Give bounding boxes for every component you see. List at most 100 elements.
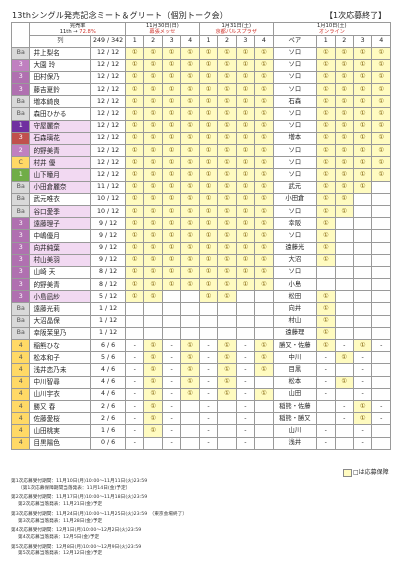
slot-cell: ① [143, 412, 163, 426]
slot-cell: ① [143, 375, 163, 389]
slot-cell: ① [334, 83, 354, 97]
slot-cell: ① [198, 95, 219, 109]
slot-cell: ① [217, 265, 237, 280]
slot-cell: ① [254, 70, 274, 85]
slot-cell: ① [180, 338, 200, 353]
slot-cell: ① [161, 204, 182, 219]
pair-cell: 目黒 [272, 363, 318, 377]
slot-cell: - [316, 363, 336, 377]
slot-header: 4 [371, 35, 391, 48]
slot-cell [334, 424, 354, 438]
table-row: Ba 谷口愛季 10 / 12 ① ① ① ① ① ① ① ① ソロ ① ① [10, 204, 391, 219]
slot-cell [334, 387, 354, 401]
pair-cell: ソロ [272, 70, 318, 85]
slot-cell: ① [235, 180, 256, 194]
slot-cell: ① [143, 351, 163, 365]
slot-cell: ① [254, 156, 274, 170]
slot-cell: ① [254, 119, 274, 133]
slot-cell: - [352, 363, 373, 377]
slot-cell [235, 290, 256, 304]
slot-cell: ① [198, 107, 219, 121]
slot-cell: ① [217, 387, 237, 401]
pair-cell: ソロ [272, 229, 318, 243]
notes: 第1次応募受付期間：11月10日(月)10:00〜11月11日(火)23:59 （… [11, 479, 391, 558]
member-name: 谷口愛季 [29, 204, 92, 219]
table-row: Ba 森田ひかる 12 / 12 ① ① ① ① ① ① ① ① ソロ ① ① ① ① [10, 107, 391, 121]
slot-cell [217, 412, 237, 426]
slot-cell [316, 399, 336, 414]
slot-cell: ① [316, 119, 336, 133]
member-name: 石森璃花 [29, 131, 92, 146]
slot-cell: - [198, 424, 219, 438]
pair-cell: ソロ [272, 58, 318, 72]
slot-cell [371, 363, 391, 377]
slot-cell: ① [198, 253, 219, 267]
gen-cell: 3 [10, 70, 31, 85]
slot-cell: - [124, 424, 145, 438]
slot-cell: ① [124, 107, 145, 121]
slot-cell: - [161, 387, 182, 401]
slot-cell: ① [217, 143, 237, 158]
slot-cell [334, 436, 354, 450]
slot-cell: ① [334, 204, 354, 219]
pair-cell: 遠藤理 [272, 326, 318, 341]
slot-cell [334, 265, 354, 280]
slot-cell: - [316, 387, 336, 401]
slot-cell [371, 253, 391, 267]
slot-cell: ① [217, 131, 237, 146]
slot-cell: ① [143, 265, 163, 280]
slot-cell: - [371, 399, 391, 414]
table-row: Ba 幸阪茉里乃 1 / 12 遠藤理 ① [10, 326, 391, 341]
slot-cell: ① [143, 46, 163, 60]
slot-cell: ① [316, 131, 336, 146]
slot-cell [180, 290, 200, 304]
gen-cell: 3 [10, 229, 31, 243]
slot-cell: ① [143, 241, 163, 255]
member-name: 田村保乃 [29, 70, 92, 85]
slot-cell: ① [352, 412, 373, 426]
sold-count: 9 / 12 [90, 253, 126, 267]
slot-cell: ① [143, 290, 163, 304]
slot-cell [371, 290, 391, 304]
slot-cell: ① [198, 229, 219, 243]
gen-header [10, 22, 31, 48]
slot-cell [371, 278, 391, 292]
slot-cell [334, 278, 354, 292]
slot-cell: - [161, 363, 182, 377]
member-name: 山田桃実 [29, 424, 92, 438]
slot-cell: ① [217, 192, 237, 206]
table-row: Ba 武元唯衣 10 / 12 ① ① ① ① ① ① ① ① 小田倉 ① ① [10, 192, 391, 206]
slot-cell: ① [143, 58, 163, 72]
slot-cell: ① [180, 58, 200, 72]
slot-cell: ① [180, 83, 200, 97]
slot-cell: - [235, 424, 256, 438]
slot-cell: ① [143, 70, 163, 85]
sold-count: 8 / 12 [90, 265, 126, 280]
slot-cell: ① [180, 46, 200, 60]
slot-cell: ① [254, 168, 274, 182]
member-name: 松本和子 [29, 351, 92, 365]
sold-count: 5 / 12 [90, 290, 126, 304]
slot-cell: ① [316, 70, 336, 85]
slot-cell: ① [180, 363, 200, 377]
slot-cell: ① [316, 290, 336, 304]
table-row: 3 遠藤理子 9 / 12 ① ① ① ① ① ① ① ① 幸阪 ① [10, 217, 391, 231]
sold-count: 10 / 12 [90, 204, 126, 219]
slot-cell [334, 241, 354, 255]
slot-header: 1 [124, 35, 145, 48]
slot-cell: ① [143, 424, 163, 438]
note-line: 第5次応募当落発表：12月12日(金)予定 [18, 551, 103, 557]
slot-cell: ① [217, 375, 237, 389]
slot-cell: ① [217, 180, 237, 194]
table-row: Ba 増本綺良 12 / 12 ① ① ① ① ① ① ① ① 石森 ① ① ① ① [10, 95, 391, 109]
legend: □は応募保障 [343, 467, 389, 477]
table-row: 3 小島凪紗 5 / 12 ① ① ① ① 松田 ① [10, 290, 391, 304]
slot-cell: ① [235, 95, 256, 109]
slot-cell: ① [316, 143, 336, 158]
pair-cell: 増本 [272, 131, 318, 146]
note-line: 第2次応募当落発表：11月21日(金)予定 [18, 502, 103, 508]
slot-cell: ① [254, 241, 274, 255]
slot-cell: - [235, 399, 256, 414]
member-name: 中川智尋 [29, 375, 92, 389]
member-name: 稲熊ひな [29, 338, 92, 353]
